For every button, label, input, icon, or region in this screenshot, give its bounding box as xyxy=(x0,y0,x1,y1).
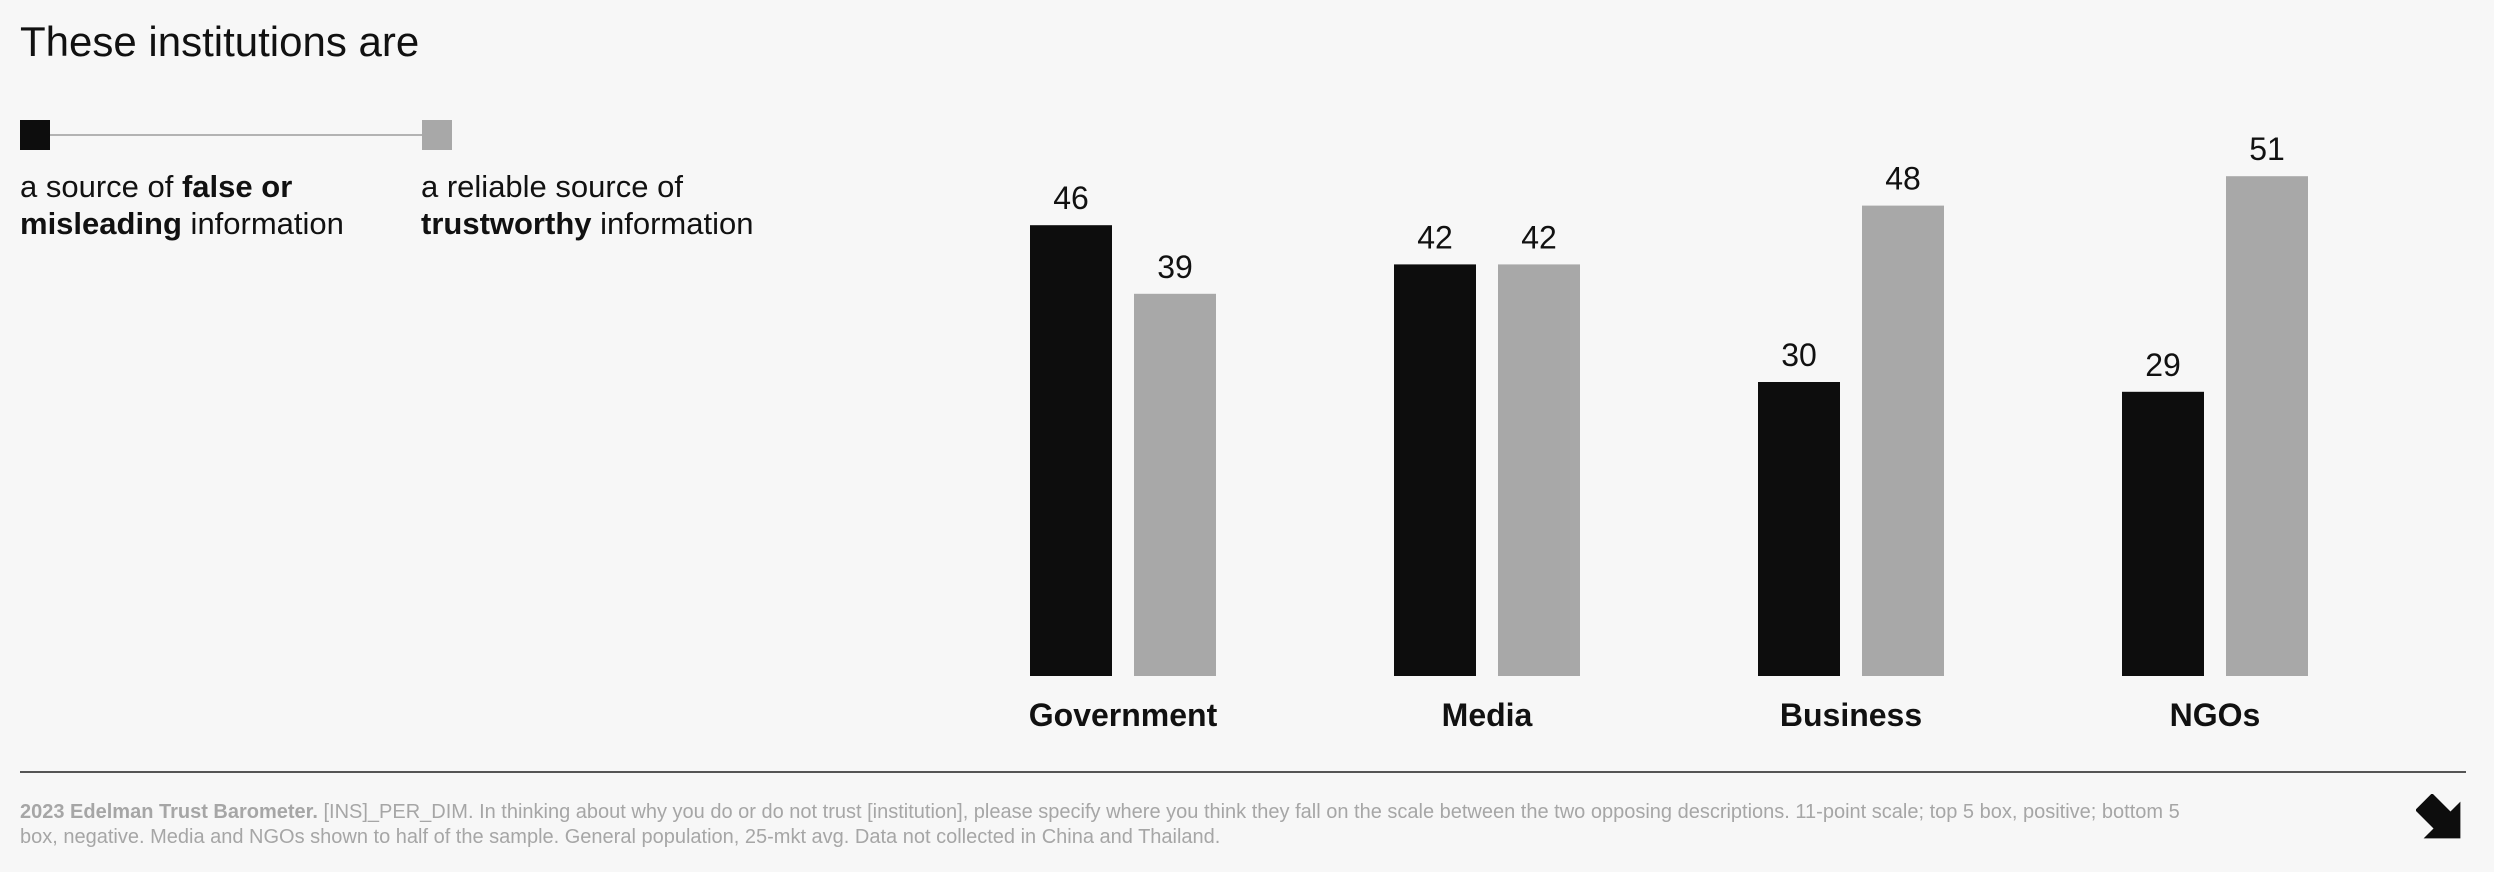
legend-false-pre: a source of xyxy=(20,169,182,204)
legend-false-bold1: false or xyxy=(181,169,293,204)
footnote-source: 2023 Edelman Trust Barometer. xyxy=(20,801,318,823)
data-label-media-series-2: 42 xyxy=(1521,219,1557,255)
category-label-government: Government xyxy=(1029,697,1218,733)
bar-media-series-2 xyxy=(1498,264,1580,676)
footnote: 2023 Edelman Trust Barometer. [INS]_PER_… xyxy=(20,800,2220,850)
arrow-down-right-icon[interactable] xyxy=(2416,794,2468,846)
legend-swatch-false xyxy=(20,120,50,150)
legend-trust-bold: trustworthy xyxy=(421,206,592,241)
footnote-text: [INS]_PER_DIM. In thinking about why you… xyxy=(20,801,2180,848)
data-label-business-series-1: 30 xyxy=(1781,337,1817,373)
data-label-ngos-series-2: 51 xyxy=(2249,131,2285,167)
legend-scale xyxy=(20,118,452,152)
bar-ngos-series-1 xyxy=(2122,391,2204,676)
legend-false-post: information xyxy=(181,206,344,241)
bar-business-series-2 xyxy=(1862,205,1944,676)
page-title: These institutions are xyxy=(20,18,420,65)
bar-media-series-1 xyxy=(1394,264,1476,676)
data-label-ngos-series-1: 29 xyxy=(2145,347,2181,383)
legend-swatch-trustworthy xyxy=(422,120,452,150)
footer-divider xyxy=(20,771,2466,773)
legend-scale-line xyxy=(34,134,438,136)
bar-government-series-2 xyxy=(1134,293,1216,676)
data-label-government-series-1: 46 xyxy=(1053,180,1089,216)
data-label-government-series-2: 39 xyxy=(1157,249,1193,285)
legend-trust-pre: a reliable source of xyxy=(421,169,683,204)
category-label-business: Business xyxy=(1780,697,1922,733)
category-label-ngos: NGOs xyxy=(2170,697,2261,733)
bar-ngos-series-2 xyxy=(2226,176,2308,676)
legend-false-bold2: misleading xyxy=(20,206,182,241)
data-label-media-series-1: 42 xyxy=(1417,219,1453,255)
legend-trust-post: information xyxy=(591,206,754,241)
category-label-media: Media xyxy=(1442,697,1533,733)
bar-government-series-1 xyxy=(1030,225,1112,676)
bar-chart: 46 39 Government 42 42 Media 30 48 Business 29 51 N… xyxy=(1029,131,2308,733)
legend-label-false: a source of false or misleading informat… xyxy=(20,168,344,242)
legend-label-trustworthy: a reliable source of trustworthy informa… xyxy=(421,168,753,242)
data-label-business-series-2: 48 xyxy=(1885,161,1921,197)
bar-business-series-1 xyxy=(1758,382,1840,676)
